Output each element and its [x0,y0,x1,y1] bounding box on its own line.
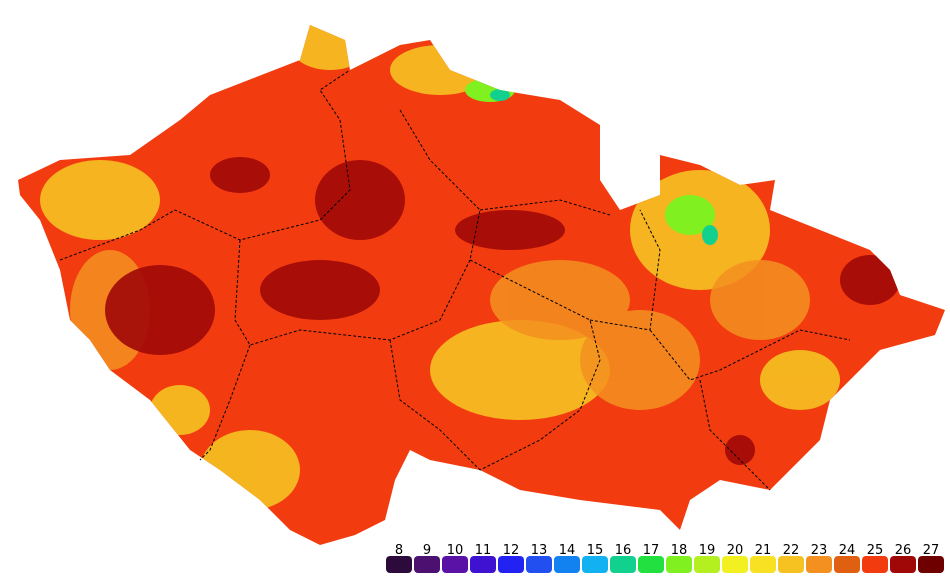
legend-swatch [638,556,664,573]
legend-swatch [386,556,412,573]
legend-label: 20 [727,543,744,558]
legend-swatch [666,556,692,573]
legend-swatch [694,556,720,573]
legend-label: 13 [531,543,548,558]
legend-label: 16 [615,543,632,558]
legend-label: 17 [643,543,660,558]
legend-swatch [862,556,888,573]
legend-swatch [582,556,608,573]
legend-label: 15 [587,543,604,558]
legend-swatch [470,556,496,573]
legend-label: 14 [559,543,576,558]
legend-label: 26 [895,543,912,558]
legend-label: 23 [811,543,828,558]
legend-label: 19 [699,543,716,558]
legend-swatch [918,556,944,573]
legend-label: 22 [783,543,800,558]
legend: 8 9 10 11 12 13 14 15 16 17 18 19 20 21 22 23 24 25 26 27 [386,543,944,573]
legend-label: 21 [755,543,772,558]
legend-label: 24 [839,543,856,558]
legend-swatch [526,556,552,573]
legend-swatch [414,556,440,573]
legend-swatch [442,556,468,573]
legend-swatch [778,556,804,573]
legend-swatch [834,556,860,573]
legend-swatch [554,556,580,573]
legend-swatch [610,556,636,573]
legend-swatch [722,556,748,573]
legend-swatch [498,556,524,573]
legend-label: 12 [503,543,520,558]
legend-swatch [890,556,916,573]
legend-label: 27 [923,543,940,558]
legend-swatch [750,556,776,573]
legend-swatch [806,556,832,573]
region-borders [59,69,851,491]
legend-label: 25 [867,543,884,558]
legend-label: 11 [475,543,492,558]
legend-label: 8 [395,543,403,558]
legend-label: 10 [447,543,464,558]
legend-label: 18 [671,543,688,558]
legend-label: 9 [423,543,431,558]
